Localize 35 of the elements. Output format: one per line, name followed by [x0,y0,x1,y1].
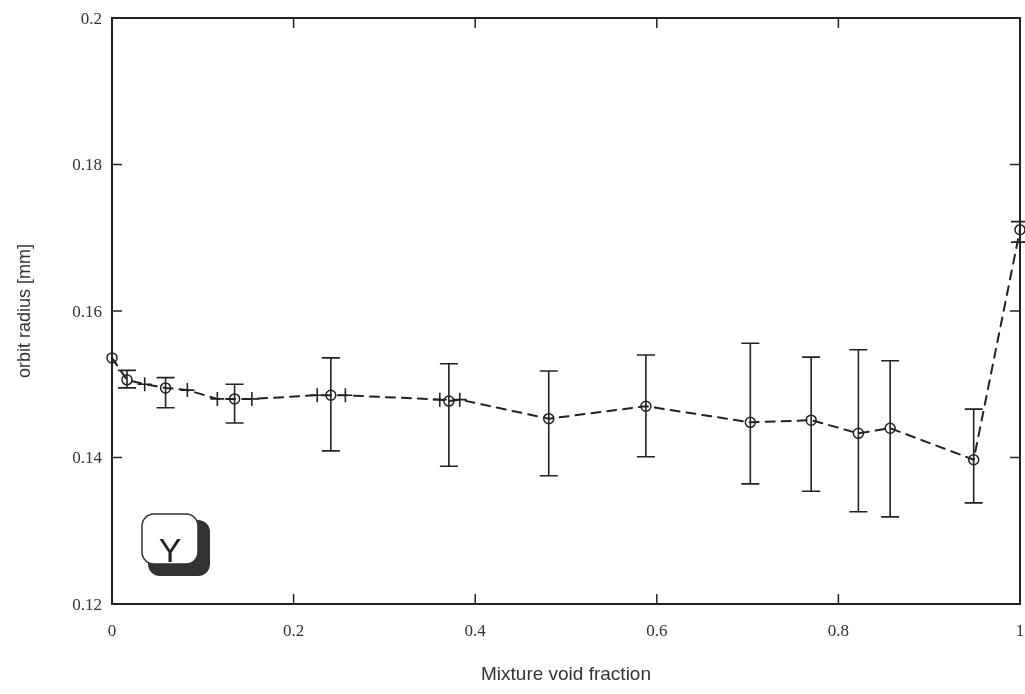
point [136,376,153,393]
point [805,414,817,426]
point [121,374,133,386]
point [443,395,455,407]
point [159,382,172,394]
point [1014,223,1025,236]
point [431,391,448,408]
point [106,352,118,364]
point [179,382,196,398]
point [744,416,757,429]
x-axis-title: Mixture void fraction [480,663,652,684]
point [209,391,226,407]
point [884,422,896,434]
x-tick-label: 1 [1015,621,1025,640]
x-tick-label: 0 [107,621,117,640]
x-tick-label: 0.4 [464,621,487,640]
y-tick-label: 0.14 [72,448,103,468]
point [228,393,241,405]
x-tick-label: 0.8 [827,621,850,640]
point [852,427,865,440]
y-axis-title: orbit radius [mm] [14,243,34,379]
point [451,391,468,408]
y-tick-label: 0.16 [72,301,102,321]
point [640,400,652,412]
point [325,389,337,401]
point [337,387,354,404]
point [967,453,980,466]
annotation: Y [158,530,182,569]
y-tick-label: 0.12 [72,594,102,614]
point [309,387,326,404]
y-tick-label: 0.18 [72,155,102,175]
x-tick-label: 0.2 [282,621,305,640]
point [543,412,555,425]
x-tick-label: 0.6 [646,621,668,640]
y-tick-label: 0.2 [80,8,102,28]
